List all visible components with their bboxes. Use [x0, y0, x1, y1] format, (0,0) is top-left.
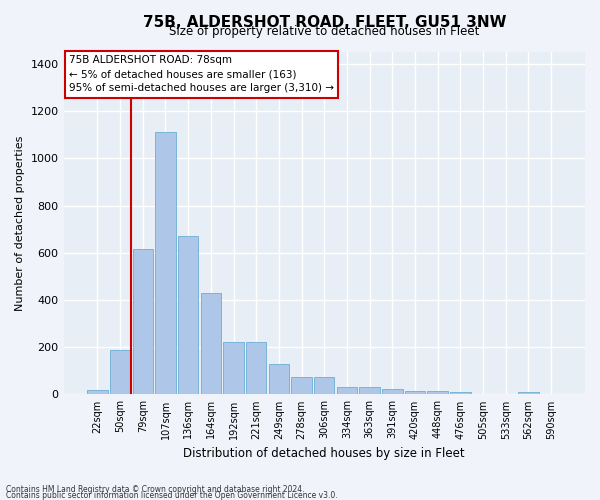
Bar — [178, 236, 199, 394]
Bar — [359, 388, 380, 394]
Bar — [450, 392, 470, 394]
Bar — [427, 391, 448, 394]
Bar — [269, 364, 289, 394]
Title: 75B, ALDERSHOT ROAD, FLEET, GU51 3NW: 75B, ALDERSHOT ROAD, FLEET, GU51 3NW — [143, 15, 506, 30]
Text: Size of property relative to detached houses in Fleet: Size of property relative to detached ho… — [169, 26, 479, 38]
Bar — [87, 390, 107, 394]
Text: Contains HM Land Registry data © Crown copyright and database right 2024.: Contains HM Land Registry data © Crown c… — [6, 484, 305, 494]
Bar — [337, 388, 357, 394]
Bar — [405, 391, 425, 394]
Bar — [110, 350, 130, 395]
Text: Contains public sector information licensed under the Open Government Licence v3: Contains public sector information licen… — [6, 490, 338, 500]
Bar — [155, 132, 176, 394]
Bar — [200, 293, 221, 394]
Bar — [382, 388, 403, 394]
Bar — [133, 249, 153, 394]
Bar — [314, 376, 334, 394]
X-axis label: Distribution of detached houses by size in Fleet: Distribution of detached houses by size … — [184, 447, 465, 460]
Bar — [223, 342, 244, 394]
Text: 75B ALDERSHOT ROAD: 78sqm
← 5% of detached houses are smaller (163)
95% of semi-: 75B ALDERSHOT ROAD: 78sqm ← 5% of detach… — [69, 56, 334, 94]
Bar — [518, 392, 539, 394]
Y-axis label: Number of detached properties: Number of detached properties — [15, 136, 25, 311]
Bar — [292, 376, 312, 394]
Bar — [246, 342, 266, 394]
